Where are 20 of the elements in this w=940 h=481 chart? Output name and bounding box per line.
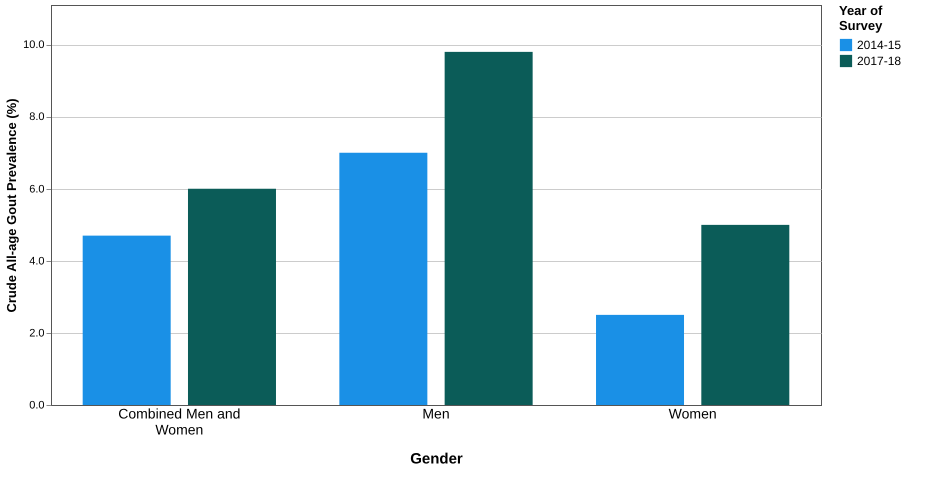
y-tick-label: 8.0	[29, 111, 44, 124]
y-tick-label: 0.0	[29, 400, 44, 412]
bar	[596, 314, 684, 405]
bar	[701, 224, 790, 405]
y-tick-label: 6.0	[29, 183, 44, 196]
legend-title: Year of Survey	[839, 3, 884, 33]
bar	[188, 188, 276, 405]
y-tick-label: 10.0	[23, 39, 44, 52]
y-tick-label: 2.0	[29, 327, 44, 340]
bar	[444, 52, 533, 405]
x-tick-label: Men	[422, 406, 450, 422]
y-axis-title: Crude All-age Gout Prevalence (%)	[4, 98, 20, 313]
bar	[82, 236, 171, 405]
legend-label: 2014-15	[857, 38, 902, 52]
bar	[339, 152, 428, 405]
y-tick-label: 4.0	[29, 255, 44, 268]
x-tick-label: Combined Men and Women	[118, 406, 240, 438]
x-tick-label: Women	[668, 406, 717, 422]
legend-label: 2017-18	[857, 54, 902, 68]
x-axis-title: Gender	[410, 450, 463, 468]
